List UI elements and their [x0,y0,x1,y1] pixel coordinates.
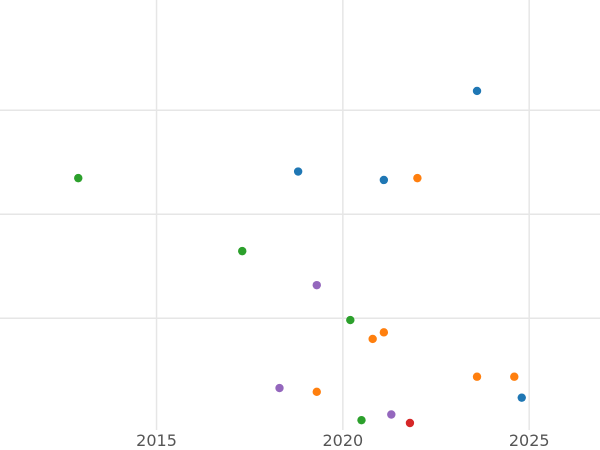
x-tick-label: 2025 [509,431,550,450]
data-point [346,315,355,325]
data-point [275,383,284,393]
data-point [472,372,482,381]
data-point [74,173,83,183]
x-axis-ticks: 2015 2020 2025 [136,431,549,450]
data-point [379,175,389,185]
data-point [312,280,321,290]
data-point [238,246,247,256]
data-point [357,415,366,425]
x-tick-label: 2020 [322,431,363,450]
data-point [510,372,519,381]
data-point [472,86,482,96]
data-point [293,167,303,176]
data-point [312,387,321,397]
data-point [387,410,396,419]
data-point [405,418,415,428]
data-point [517,393,526,402]
grid-lines [0,0,600,430]
data-point [368,334,377,344]
data-points [74,86,526,428]
data-point [379,328,389,337]
data-point [413,173,422,183]
x-tick-label: 2015 [136,431,177,450]
